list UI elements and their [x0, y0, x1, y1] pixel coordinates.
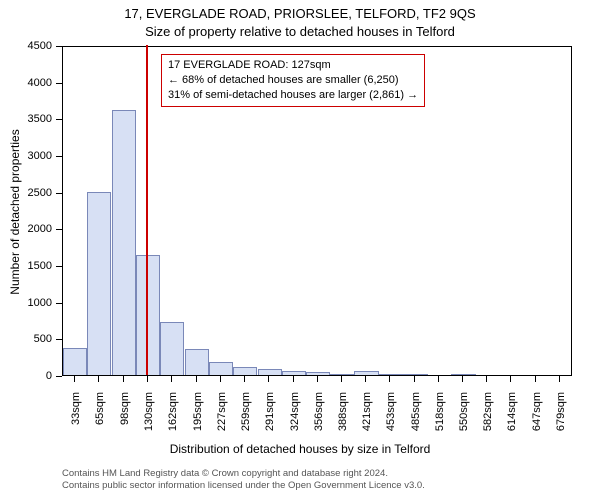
y-tick-label: 3500	[0, 113, 52, 125]
x-tick-label: 98sqm	[119, 392, 131, 442]
annotation-line: 17 EVERGLADE ROAD: 127sqm	[168, 58, 418, 73]
x-tick	[98, 376, 99, 382]
y-tick	[56, 119, 62, 120]
x-tick-label: 647sqm	[531, 392, 543, 442]
x-tick-label: 195sqm	[192, 392, 204, 442]
y-tick	[56, 229, 62, 230]
x-tick-label: 518sqm	[434, 392, 446, 442]
y-tick	[56, 376, 62, 377]
x-tick	[317, 376, 318, 382]
x-tick-label: 227sqm	[216, 392, 228, 442]
x-tick-label: 356sqm	[313, 392, 325, 442]
x-tick-label: 582sqm	[482, 392, 494, 442]
x-tick	[220, 376, 221, 382]
y-tick-label: 500	[0, 333, 52, 345]
y-tick-label: 4500	[0, 40, 52, 52]
chart-title-main: 17, EVERGLADE ROAD, PRIORSLEE, TELFORD, …	[0, 6, 600, 21]
x-tick	[510, 376, 511, 382]
chart-container: { "titles": { "main": "17, EVERGLADE ROA…	[0, 0, 600, 500]
histogram-bar	[306, 372, 330, 375]
x-tick	[438, 376, 439, 382]
x-tick-label: 388sqm	[337, 392, 349, 442]
y-tick-label: 1000	[0, 297, 52, 309]
y-tick	[56, 46, 62, 47]
x-tick	[559, 376, 560, 382]
credit-line-2: Contains public sector information licen…	[62, 480, 425, 491]
y-tick	[56, 303, 62, 304]
x-tick-label: 162sqm	[167, 392, 179, 442]
credit-line-1: Contains HM Land Registry data © Crown c…	[62, 468, 388, 479]
histogram-bar	[87, 192, 111, 375]
x-tick-label: 614sqm	[506, 392, 518, 442]
histogram-bar	[209, 362, 233, 375]
x-tick	[365, 376, 366, 382]
x-tick	[535, 376, 536, 382]
x-tick	[486, 376, 487, 382]
x-tick	[147, 376, 148, 382]
y-tick-label: 1500	[0, 260, 52, 272]
y-tick	[56, 83, 62, 84]
y-tick-label: 3000	[0, 150, 52, 162]
x-axis-label: Distribution of detached houses by size …	[0, 442, 600, 456]
x-tick-label: 679sqm	[555, 392, 567, 442]
x-tick-label: 65sqm	[94, 392, 106, 442]
x-tick	[171, 376, 172, 382]
histogram-bar	[378, 374, 402, 375]
annotation-box: 17 EVERGLADE ROAD: 127sqm← 68% of detach…	[161, 54, 425, 107]
x-tick	[389, 376, 390, 382]
x-tick	[123, 376, 124, 382]
credit-text: Contains HM Land Registry data © Crown c…	[62, 468, 425, 493]
histogram-bar	[403, 374, 427, 375]
x-tick-label: 259sqm	[240, 392, 252, 442]
x-tick-label: 485sqm	[410, 392, 422, 442]
x-tick	[462, 376, 463, 382]
histogram-bar	[233, 367, 257, 375]
histogram-bar	[451, 374, 475, 375]
plot-area: 17 EVERGLADE ROAD: 127sqm← 68% of detach…	[62, 46, 572, 376]
histogram-bar	[282, 371, 306, 375]
x-tick	[341, 376, 342, 382]
annotation-line: ← 68% of detached houses are smaller (6,…	[168, 73, 418, 88]
histogram-bar	[112, 110, 136, 375]
x-tick	[74, 376, 75, 382]
x-tick-label: 130sqm	[143, 392, 155, 442]
y-tick	[56, 266, 62, 267]
x-tick-label: 291sqm	[264, 392, 276, 442]
x-tick-label: 550sqm	[458, 392, 470, 442]
x-tick	[414, 376, 415, 382]
x-tick	[244, 376, 245, 382]
y-tick-label: 2000	[0, 223, 52, 235]
y-tick-label: 2500	[0, 187, 52, 199]
y-tick-label: 4000	[0, 77, 52, 89]
annotation-line: 31% of semi-detached houses are larger (…	[168, 88, 418, 103]
histogram-bar	[160, 322, 184, 375]
y-tick	[56, 156, 62, 157]
y-tick-label: 0	[0, 370, 52, 382]
x-tick-label: 324sqm	[289, 392, 301, 442]
x-tick	[293, 376, 294, 382]
histogram-bar	[330, 374, 354, 375]
x-tick-label: 421sqm	[361, 392, 373, 442]
y-tick	[56, 193, 62, 194]
histogram-bar	[136, 255, 160, 375]
x-tick-label: 453sqm	[385, 392, 397, 442]
y-tick	[56, 339, 62, 340]
x-tick	[268, 376, 269, 382]
histogram-bar	[354, 371, 378, 375]
reference-line	[146, 45, 148, 375]
x-tick-label: 33sqm	[70, 392, 82, 442]
chart-title-sub: Size of property relative to detached ho…	[0, 24, 600, 39]
x-tick	[196, 376, 197, 382]
histogram-bar	[258, 369, 282, 375]
histogram-bar	[63, 348, 87, 375]
histogram-bar	[185, 349, 209, 375]
